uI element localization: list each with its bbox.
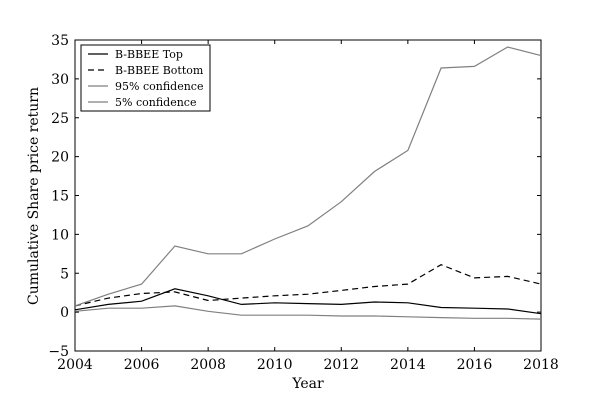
x-tick-label: 2010 [257, 357, 293, 373]
y-tick-label: 25 [51, 111, 69, 127]
x-tick-label: 2008 [190, 357, 226, 373]
y-axis-title: Cumulative Share price return [26, 87, 42, 305]
x-tick-label: 2016 [457, 357, 493, 373]
legend-label-1: B-BBEE Top [115, 48, 183, 61]
x-tick-label: 2012 [323, 357, 359, 373]
y-tick-label: 0 [60, 305, 69, 321]
legend-box [80, 44, 211, 112]
series-line-2 [74, 264, 542, 307]
x-tick-label: 2014 [390, 357, 426, 373]
y-tick-label: 35 [51, 33, 69, 49]
y-tick-label: 20 [51, 150, 69, 166]
tick-layer: 2004 2006 2008 2010 2012 2014 2016 2018 −5 0 5 10 15… [48, 33, 558, 373]
x-axis-title: Year [291, 376, 324, 392]
x-tick-label: 2004 [57, 357, 93, 373]
series-line-1 [74, 288, 542, 315]
y-tick-label: −5 [48, 344, 69, 360]
y-tick-label: 5 [60, 266, 69, 282]
legend-label-4: 5% confidence [115, 96, 196, 109]
x-tick-label: 2018 [523, 357, 559, 373]
y-tick-label: 10 [51, 227, 69, 243]
legend-label-3: 95% confidence [115, 80, 203, 93]
series-line-4 [74, 305, 542, 320]
series-line-3 [74, 46, 542, 307]
legend-label-2: B-BBEE Bottom [115, 64, 204, 77]
x-tick-label: 2006 [124, 357, 160, 373]
y-tick-label: 30 [51, 72, 69, 88]
plot-area: 2004 2006 2008 2010 2012 2014 2016 2018 −5 0 5 10 15… [48, 33, 558, 373]
series-layer [74, 46, 542, 320]
y-tick-label: 15 [51, 189, 69, 205]
legend: B-BBEE Top B-BBEE Bottom 95% confidence 5% … [80, 44, 211, 112]
